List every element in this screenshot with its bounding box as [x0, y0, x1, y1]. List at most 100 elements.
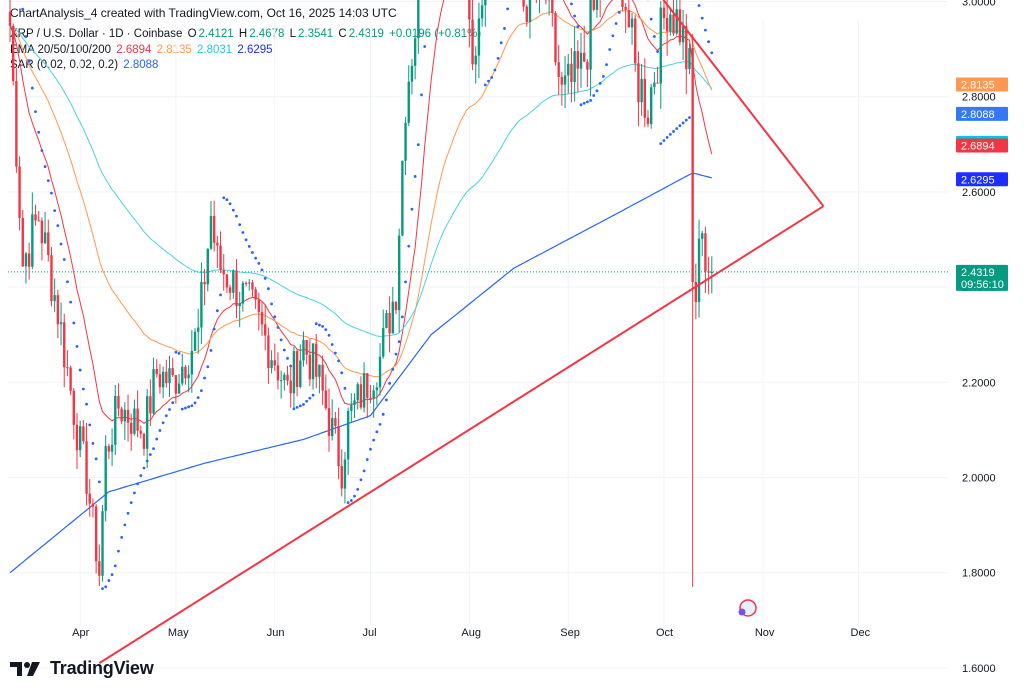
candle-body: [681, 26, 685, 43]
sar-dot: [487, 79, 490, 83]
sar-dot: [343, 386, 347, 390]
sar-dot: [327, 333, 331, 337]
tradingview-brand[interactable]: TradingView: [50, 658, 154, 678]
candle-body: [621, 0, 624, 7]
sar-dot: [649, 17, 653, 21]
sar-dot: [59, 242, 63, 246]
sar-dot: [582, 101, 586, 105]
x-tick-label: Jul: [362, 627, 376, 639]
candle-body: [120, 408, 123, 422]
candle-body: [308, 354, 312, 380]
sar-dot: [311, 393, 315, 397]
candle-body: [59, 322, 63, 325]
sar-dot: [585, 100, 589, 104]
candle-body: [145, 396, 149, 449]
candle-body: [630, 18, 634, 28]
sar-dot: [506, 7, 510, 11]
sar-dot: [308, 396, 312, 400]
candle-body: [385, 312, 388, 329]
candle-body: [359, 384, 363, 408]
triangle-trendline[interactable]: [425, 0, 825, 207]
triangle-trendline[interactable]: [98, 205, 824, 664]
candle-body: [149, 396, 152, 414]
sar-dot: [493, 68, 497, 72]
sar-dot: [340, 371, 344, 375]
symbol-name[interactable]: XRP / U.S. Dollar · 1D · Coinbase: [10, 28, 183, 40]
tradingview-footer[interactable]: TradingView: [10, 658, 154, 679]
sar-dot: [270, 302, 273, 306]
candle-body: [528, 0, 532, 23]
sar-dot: [184, 406, 187, 410]
candle-body: [251, 282, 254, 290]
candle-body: [248, 282, 251, 284]
sar-dot: [53, 209, 57, 212]
sar-dot: [614, 22, 618, 25]
ema-legend[interactable]: EMA 20/50/100/200 2.6894 2.8135 2.8031 2…: [10, 44, 275, 56]
sar-dot: [362, 469, 366, 473]
sar-dot: [570, 2, 573, 6]
sar-dot: [62, 258, 66, 261]
sar-dot: [423, 45, 427, 48]
trendlines[interactable]: [98, 0, 825, 664]
candle-body: [627, 9, 631, 28]
candle-body: [43, 232, 47, 244]
sar-dot: [97, 480, 101, 484]
sar-dot: [133, 491, 136, 495]
sar-value: 2.8088: [123, 59, 159, 71]
event-marker-icon[interactable]: [738, 599, 757, 617]
sar-dot: [241, 231, 245, 234]
sar-dot: [314, 322, 318, 326]
sar-dot: [617, 11, 621, 14]
ema50-line: [9, 10, 713, 378]
candle-body: [576, 51, 580, 69]
candle-body: [72, 390, 75, 425]
candle-body: [295, 351, 299, 387]
sar-dot: [404, 280, 407, 284]
sar-dot: [372, 438, 376, 442]
close-label: C: [338, 28, 347, 40]
candle-body: [181, 366, 184, 384]
sar-dot: [611, 34, 615, 38]
sar-dot: [107, 579, 111, 582]
candle-body: [56, 295, 60, 325]
candle-body: [369, 397, 372, 399]
candle-body: [685, 26, 688, 70]
sar-legend[interactable]: SAR (0.02, 0.02, 0.2) 2.8088: [10, 59, 160, 71]
candle-body: [707, 271, 710, 273]
sar-dot: [180, 407, 184, 411]
sar-dot: [46, 179, 50, 183]
candle-body: [200, 281, 203, 328]
tradingview-logo-icon[interactable]: [10, 660, 44, 678]
candle-body: [350, 404, 353, 411]
sar-dot: [75, 344, 79, 348]
axes: 1.60001.80002.00002.20002.40002.60002.80…: [72, 0, 995, 675]
candle-body: [158, 374, 162, 388]
sar-dot: [225, 198, 229, 202]
candle-body: [321, 364, 324, 391]
sar-dot: [50, 191, 53, 195]
sar-dot: [659, 142, 663, 146]
sar-dot: [381, 412, 385, 416]
candle-body: [634, 18, 637, 64]
candle-body: [710, 271, 713, 273]
x-tick-label: Apr: [72, 627, 89, 639]
symbol-legend[interactable]: XRP / U.S. Dollar · 1D · Coinbase O 2.412…: [10, 28, 483, 40]
sar-dot: [37, 130, 41, 134]
candle-body: [356, 384, 359, 401]
sar-dot: [174, 350, 178, 354]
sar-dot: [295, 405, 299, 409]
x-tick-label: Sep: [560, 627, 580, 639]
candle-body: [413, 38, 417, 66]
candle-body: [152, 369, 155, 414]
candle-body: [225, 274, 229, 288]
sar-label[interactable]: SAR (0.02, 0.02, 0.2): [10, 59, 119, 71]
sar-dot: [652, 35, 656, 38]
sar-dot: [483, 83, 487, 87]
sar-dot: [136, 482, 140, 486]
candle-body: [557, 62, 560, 78]
sar-dot: [292, 407, 296, 411]
sar-dot: [662, 139, 666, 142]
candle-body: [595, 0, 599, 10]
candle-body: [701, 233, 704, 239]
